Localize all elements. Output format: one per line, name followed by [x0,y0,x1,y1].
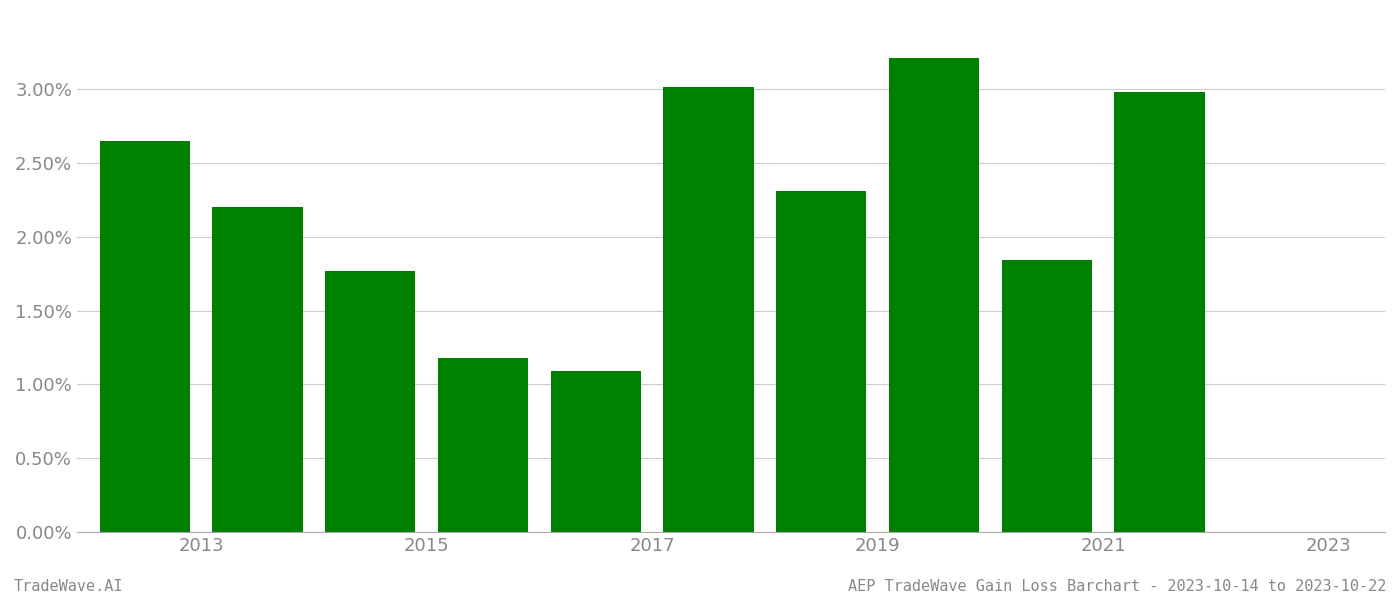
Bar [438,358,528,532]
Bar [213,207,302,532]
Bar [1114,92,1204,532]
Bar [776,191,867,532]
Bar [550,371,641,532]
Bar [325,271,416,532]
Bar [99,140,190,532]
Bar [664,88,753,532]
Text: AEP TradeWave Gain Loss Barchart - 2023-10-14 to 2023-10-22: AEP TradeWave Gain Loss Barchart - 2023-… [847,579,1386,594]
Bar [889,58,979,532]
Bar [1001,260,1092,532]
Text: TradeWave.AI: TradeWave.AI [14,579,123,594]
